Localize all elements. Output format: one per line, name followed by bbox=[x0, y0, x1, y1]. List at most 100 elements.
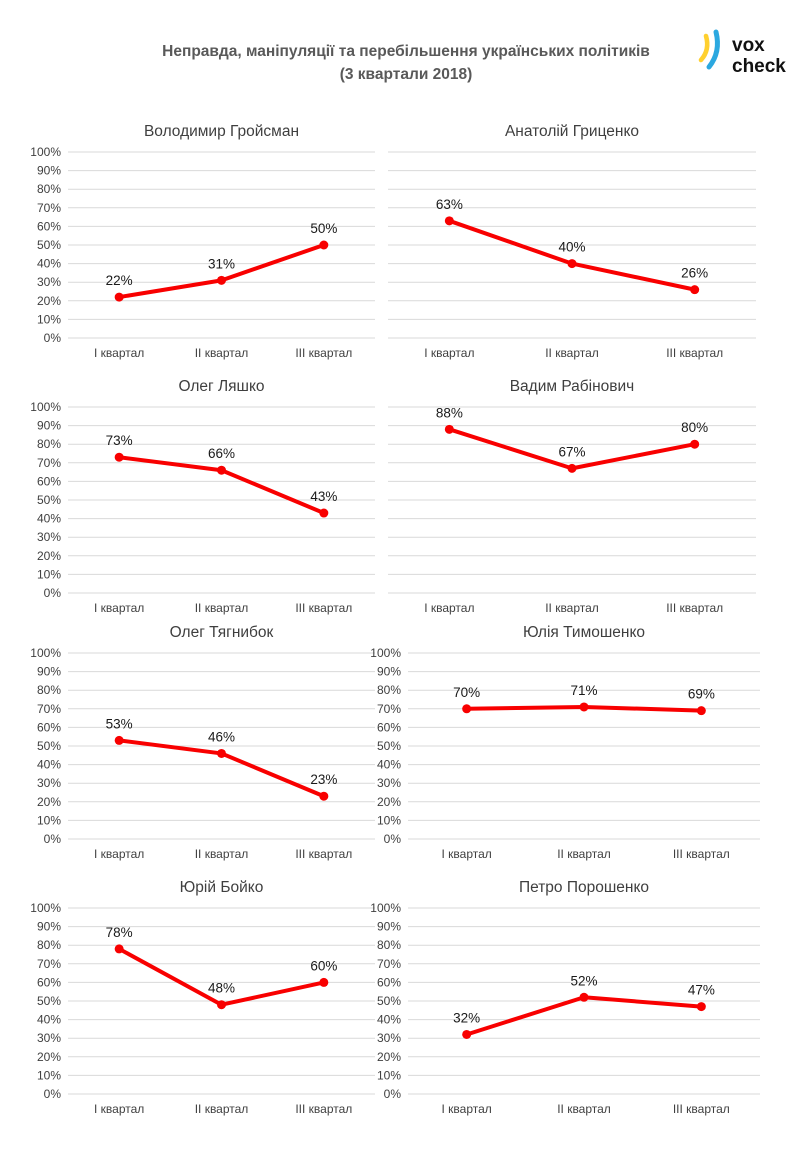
x-axis-category-label: ІІ квартал bbox=[545, 346, 599, 360]
chart-title: Вадим Рабінович bbox=[510, 378, 635, 395]
data-point bbox=[579, 702, 589, 712]
y-axis-tick-label: 40% bbox=[377, 758, 401, 772]
x-axis-category-label: І квартал bbox=[94, 1102, 144, 1116]
data-point bbox=[319, 977, 329, 987]
y-axis-tick-label: 90% bbox=[37, 419, 61, 433]
y-axis-tick-label: 20% bbox=[37, 795, 61, 809]
y-axis-tick-label: 30% bbox=[37, 275, 61, 289]
y-axis-tick-label: 20% bbox=[377, 1050, 401, 1064]
y-axis-tick-label: 80% bbox=[37, 437, 61, 451]
y-axis-tick-label: 80% bbox=[377, 683, 401, 697]
y-axis-tick-label: 0% bbox=[44, 1087, 62, 1101]
chart-title: Олег Ляшко bbox=[178, 378, 264, 395]
chart-7: Юрій Бойко 0% 10% 20% 30% 40% 50% 60% 70% 80% 90% 1… bbox=[30, 879, 375, 1116]
y-axis-tick-label: 30% bbox=[37, 530, 61, 544]
y-axis-tick-label: 10% bbox=[37, 1068, 61, 1082]
data-line bbox=[117, 946, 326, 1007]
y-axis-tick-label: 20% bbox=[37, 294, 61, 308]
y-axis-tick-label: 40% bbox=[37, 1013, 61, 1027]
data-point bbox=[114, 735, 124, 745]
chart-8: Петро Порошенко 0% 10% 20% 30% 40% 50% 60% 70% 80… bbox=[370, 879, 760, 1116]
y-axis-tick-label: 30% bbox=[377, 776, 401, 790]
y-axis-tick-label: 0% bbox=[44, 832, 62, 846]
data-point bbox=[690, 439, 700, 449]
y-axis-tick-label: 80% bbox=[377, 938, 401, 952]
data-line bbox=[117, 738, 326, 799]
x-axis-category-label: ІІ квартал bbox=[195, 346, 249, 360]
x-axis-category-label: ІІІ квартал bbox=[673, 1102, 730, 1116]
x-axis-category-label: І квартал bbox=[94, 601, 144, 615]
voxcheck-logo-icon: vox check bbox=[698, 29, 786, 77]
chart-5: Олег Тягнибок 0% 10% 20% 30% 40% 50% 60% 70% 80% 9… bbox=[30, 624, 375, 861]
data-point-label: 63% bbox=[436, 197, 463, 212]
y-axis-tick-label: 40% bbox=[37, 257, 61, 271]
chart-4: Вадим Рабінович 88% І квартал 67% ІІ квартал… bbox=[388, 378, 756, 615]
x-axis-category-label: ІІІ квартал bbox=[666, 346, 723, 360]
page-title-line1: Неправда, маніпуляції та перебільшення у… bbox=[162, 43, 650, 60]
y-axis-tick-label: 100% bbox=[30, 901, 61, 915]
data-point bbox=[462, 1029, 472, 1039]
x-axis-category-label: ІІ квартал bbox=[195, 1102, 249, 1116]
chart-title: Юрій Бойко bbox=[180, 879, 264, 896]
x-axis-category-label: І квартал bbox=[424, 346, 474, 360]
y-axis-tick-label: 100% bbox=[30, 400, 61, 414]
x-axis-category-label: ІІІ квартал bbox=[295, 1102, 352, 1116]
y-axis-tick-label: 100% bbox=[30, 145, 61, 159]
data-point-label: 73% bbox=[106, 433, 133, 448]
x-axis-category-label: ІІІ квартал bbox=[295, 847, 352, 861]
data-point bbox=[114, 944, 124, 954]
y-axis-tick-label: 70% bbox=[377, 957, 401, 971]
y-axis-tick-label: 60% bbox=[37, 219, 61, 233]
y-axis-tick-label: 10% bbox=[37, 813, 61, 827]
sound-wave-blue-icon bbox=[706, 29, 720, 70]
data-point-label: 66% bbox=[208, 446, 235, 461]
y-axis-tick-label: 100% bbox=[370, 901, 401, 915]
logo-text-check: check bbox=[732, 56, 786, 77]
x-axis-category-label: І квартал bbox=[442, 1102, 492, 1116]
data-line bbox=[447, 218, 697, 292]
page-title: Неправда, маніпуляції та перебільшення у… bbox=[0, 40, 812, 86]
data-point-label: 48% bbox=[208, 981, 235, 996]
data-point bbox=[567, 463, 577, 473]
x-axis-category-label: ІІ квартал bbox=[557, 847, 611, 861]
y-axis-tick-label: 10% bbox=[377, 1068, 401, 1082]
data-point-label: 22% bbox=[106, 273, 133, 288]
x-axis-category-label: ІІ квартал bbox=[545, 601, 599, 615]
y-axis-tick-label: 60% bbox=[37, 474, 61, 488]
data-point-label: 67% bbox=[558, 444, 585, 459]
data-point-label: 53% bbox=[106, 716, 133, 731]
data-point-label: 46% bbox=[208, 729, 235, 744]
y-axis-tick-label: 50% bbox=[377, 739, 401, 753]
y-axis-tick-label: 10% bbox=[377, 813, 401, 827]
data-point-label: 43% bbox=[310, 489, 337, 504]
x-axis-category-label: ІІІ квартал bbox=[666, 601, 723, 615]
data-point-label: 40% bbox=[558, 240, 585, 255]
chart-title: Юлія Тимошенко bbox=[523, 624, 645, 641]
data-point-label: 31% bbox=[208, 256, 235, 271]
x-axis-category-label: ІІІ квартал bbox=[673, 847, 730, 861]
y-axis-tick-label: 70% bbox=[37, 201, 61, 215]
data-line bbox=[117, 455, 326, 516]
y-axis-tick-label: 60% bbox=[377, 720, 401, 734]
y-axis-tick-label: 90% bbox=[37, 164, 61, 178]
y-axis-tick-label: 0% bbox=[384, 832, 402, 846]
y-axis-tick-label: 40% bbox=[37, 758, 61, 772]
y-axis-tick-label: 30% bbox=[37, 776, 61, 790]
data-point-label: 80% bbox=[681, 420, 708, 435]
y-axis-tick-label: 70% bbox=[377, 702, 401, 716]
chart-1: Володимир Гройсман 0% 10% 20% 30% 40% 50% 60% 70… bbox=[30, 123, 375, 360]
sound-wave-yellow-icon bbox=[698, 33, 710, 63]
y-axis-tick-label: 40% bbox=[377, 1013, 401, 1027]
data-point bbox=[319, 791, 329, 801]
y-axis-tick-label: 70% bbox=[37, 456, 61, 470]
data-point-label: 78% bbox=[106, 925, 133, 940]
data-point bbox=[217, 1000, 226, 1010]
data-point bbox=[444, 216, 454, 226]
y-axis-tick-label: 50% bbox=[37, 739, 61, 753]
data-point bbox=[114, 292, 124, 302]
y-axis-tick-label: 60% bbox=[37, 975, 61, 989]
data-point bbox=[114, 452, 124, 462]
y-axis-tick-label: 10% bbox=[37, 312, 61, 326]
y-axis-tick-label: 100% bbox=[370, 646, 401, 660]
data-point bbox=[319, 240, 329, 250]
